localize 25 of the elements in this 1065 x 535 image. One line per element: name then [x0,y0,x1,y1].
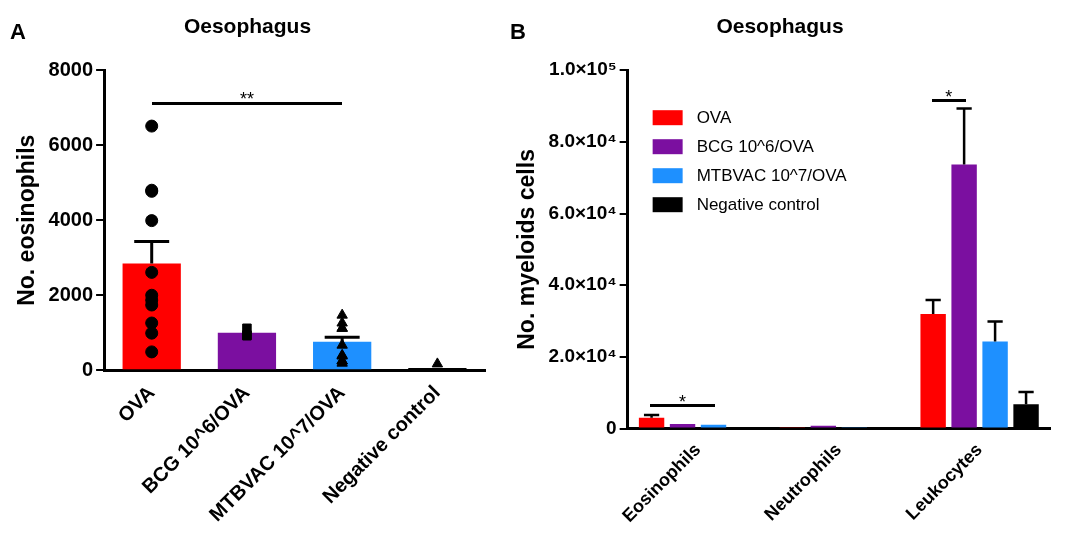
y-tick-label: 0 [81,357,94,380]
text: A [10,19,26,45]
y-axis-title: No. eosinophils [13,134,40,306]
y-tick-label: 8.0×10⁴ [548,130,617,152]
y-tick-label: 1.0×10⁵ [549,58,617,80]
y-tick-label: 6.0×10⁴ [548,201,617,223]
y-tick-label: 8000 [48,57,94,80]
legend-label: BCG 10^6/OVA [696,136,815,156]
y-tick-label: 4.0×10⁴ [548,273,617,295]
text: B [510,19,526,45]
y-tick-label: 0 [606,416,617,438]
y-tick-label: 6000 [48,132,94,155]
annotation: ** [239,89,254,110]
y-tick-label: 4000 [48,207,94,230]
y-tick-label: 2.0×10⁴ [548,345,617,367]
y-tick-label: 2000 [48,282,94,305]
legend-label: MTBVAC 10^7/OVA [696,165,848,185]
legend-label: OVA [696,107,732,127]
chart-title: Oesophagus [183,14,312,38]
chart-title: Oesophagus [716,14,844,38]
legend-label: Negative control [696,194,820,214]
annotation: * [945,86,953,107]
annotation: * [679,391,687,412]
y-axis-title: No. myeloids cells [513,149,540,350]
x-tick-label: OVA [113,380,159,427]
